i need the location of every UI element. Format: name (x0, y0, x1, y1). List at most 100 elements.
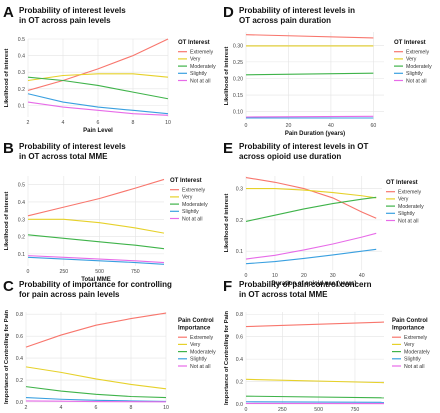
legend-label: Extremely (190, 50, 213, 56)
x-tick-label: 8 (130, 405, 133, 411)
y-tick-label: 0.25 (233, 60, 243, 66)
series-line-slightly (25, 397, 167, 402)
legend-label: Not at all (406, 78, 426, 84)
x-tick-label: 4 (60, 405, 63, 411)
x-tick-label: 0 (245, 407, 248, 413)
legend-label: Slightly (190, 71, 207, 77)
legend-label: Moderately (404, 349, 430, 355)
panel-letter: A (3, 4, 14, 21)
series-line-very (245, 378, 385, 384)
legend-label: Very (398, 197, 409, 203)
legend-title: Pain Control (178, 318, 214, 324)
series-line-extremely (27, 38, 169, 91)
panel-title-line: OT across pain duration (239, 16, 331, 25)
series-line-very (28, 218, 165, 234)
legend: OT Interest ExtremelyVeryModeratelySlight… (170, 178, 208, 222)
x-tick-label: 750 (131, 269, 140, 275)
panel-f: F Probability of pain control concern in O… (223, 278, 430, 413)
panel-title: Probability of interest levels in OT acro… (239, 142, 368, 161)
series-line-slightly (27, 256, 165, 265)
panel-title: Probability of interest levels in OT acro… (239, 6, 355, 25)
y-tick-label: 0.8 (236, 312, 243, 318)
y-tick-label: 0.4 (236, 357, 243, 363)
y-tick-label: 0.2 (236, 380, 243, 386)
legend-title: Pain Control (392, 318, 428, 324)
x-tick-label: 10 (272, 273, 278, 279)
x-tick-label: 40 (359, 273, 365, 279)
series-line-extremely (245, 321, 385, 328)
x-axis-label: Pain Duration (years) (285, 131, 345, 137)
y-axis-label: Likelihood of interest (4, 49, 10, 108)
x-tick-label: 60 (370, 123, 376, 129)
series-line-not-at-all (27, 255, 165, 264)
series-line-extremely (25, 312, 167, 348)
y-tick-label: 0.3 (236, 187, 243, 193)
series-line-not-at-all (245, 115, 374, 118)
y-axis-label: Likelihood of interest (224, 194, 230, 253)
series-line-moderately (245, 196, 377, 222)
panel-title-line: for pain across pain levels (19, 290, 120, 299)
panel-b: B Probability of interest levels in OT acr… (3, 140, 208, 283)
y-tick-label: 0.6 (16, 334, 23, 340)
legend: Pain Control Importance ExtremelyVeryModer… (392, 318, 430, 370)
panel-c: C Probability of importance for controlli… (3, 278, 216, 411)
x-tick-label: 6 (95, 405, 98, 411)
x-axis-label: Total MME (81, 277, 111, 283)
y-tick-label: 0.4 (18, 54, 25, 60)
legend-label: Extremely (404, 335, 427, 341)
legend-label: Very (406, 57, 417, 63)
x-tick-label: 30 (330, 273, 336, 279)
x-axis-label: Duration of opioid use (years) (271, 281, 356, 287)
legend-title: OT Interest (170, 178, 202, 184)
y-tick-label: 0.15 (233, 93, 243, 99)
x-tick-label: 20 (301, 273, 307, 279)
panel-title-line: Probability of importance for controllin… (19, 280, 172, 289)
x-tick-label: 750 (351, 407, 360, 413)
panel-title: Probability of pain control concern in OT… (239, 280, 372, 299)
panel-letter: E (223, 140, 233, 157)
panel-d: D Probability of interest levels in OT acr… (223, 4, 432, 137)
x-tick-label: 2 (27, 120, 30, 126)
panel-title: Probability of importance for controllin… (19, 280, 172, 299)
panel-title-line: Probability of interest levels (19, 6, 126, 15)
y-tick-label: 0.2 (236, 218, 243, 224)
y-tick-label: 0.30 (233, 43, 243, 49)
legend-label: Moderately (406, 64, 432, 70)
series-line-not-at-all (27, 101, 169, 116)
legend-label: Slightly (398, 211, 415, 217)
panel-title-line: Probability of pain control concern (239, 280, 372, 289)
legend: OT Interest ExtremelyVeryModeratelySlight… (394, 40, 432, 84)
series-line-moderately (27, 234, 165, 250)
series-line-extremely (245, 177, 377, 219)
y-axis-label: Importance of Controlling for Pain (4, 310, 10, 404)
series-line-slightly (27, 93, 169, 115)
legend-title: OT Interest (178, 40, 210, 46)
y-tick-label: 0.5 (18, 37, 25, 43)
series-line-slightly (245, 401, 385, 403)
legend: OT Interest ExtremelyVeryModeratelySlight… (386, 180, 424, 224)
legend: OT Interest ExtremelyVeryModeratelySlight… (178, 40, 216, 84)
y-tick-label: 0.4 (16, 356, 23, 362)
panel-letter: F (223, 278, 232, 295)
y-tick-label: 0.3 (18, 70, 25, 76)
panel-title-line: across opioid use duration (239, 152, 341, 161)
y-tick-label: 0.1 (236, 249, 243, 255)
y-tick-label: 0.3 (18, 217, 25, 223)
x-tick-label: 2 (25, 405, 28, 411)
y-axis-label: Likelihood of interest (4, 192, 10, 251)
y-axis-label: Importance of Controlling for Pain (224, 311, 230, 405)
x-tick-label: 6 (97, 120, 100, 126)
y-tick-label: 0.20 (233, 76, 243, 82)
legend-label: Moderately (398, 204, 424, 210)
series-line-not-at-all (25, 400, 167, 403)
series-line-moderately (25, 386, 167, 399)
panel-letter: B (3, 140, 14, 157)
legend-label: Not at all (398, 218, 418, 224)
panel-title-line: in OT across total MME (239, 290, 328, 299)
legend-label: Extremely (182, 188, 205, 194)
panel-title-line: Probability of interest levels (19, 142, 126, 151)
x-tick-label: 500 (95, 269, 104, 275)
y-tick-label: 0.5 (18, 183, 25, 189)
x-tick-label: 500 (314, 407, 323, 413)
panel-title-line: Probability of interest levels in OT (239, 142, 368, 151)
